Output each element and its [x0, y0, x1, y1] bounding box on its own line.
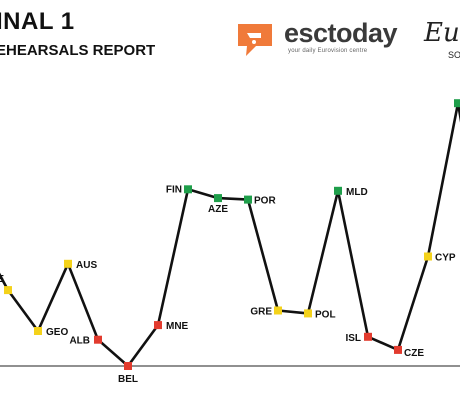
point-marker-mld: [334, 186, 342, 195]
point-label-mld: MLD: [346, 187, 368, 198]
point-label-cze: CZE: [404, 348, 424, 359]
eurovision-logo-subtext: SO: [448, 50, 460, 60]
chart-title: INAL 1: [0, 8, 75, 35]
point-marker-fin: [184, 185, 192, 194]
esctoday-logo: esctoday your daily Eurovision centre: [234, 18, 414, 60]
point-marker-gre: [274, 306, 282, 315]
point-marker-cze: [394, 345, 402, 354]
logo-tagline: your daily Eurovision centre: [288, 48, 368, 54]
point-label-isl: ISL: [345, 333, 361, 344]
point-label-swe: SWE: [0, 274, 4, 285]
point-marker-geo: [34, 327, 42, 335]
point-label-mne: MNE: [166, 321, 189, 332]
chart-subtitle: EHEARSALS REPORT: [0, 42, 156, 59]
point-label-cyp: CYP: [435, 253, 456, 264]
point-label-gre: GRE: [250, 307, 272, 318]
point-marker-swe: [4, 286, 12, 295]
point-label-aus: AUS: [76, 260, 97, 271]
point-marker-por: [244, 195, 252, 204]
point-marker-aze: [214, 194, 222, 203]
point-marker-isl: [364, 332, 372, 341]
point-label-geo: GEO: [46, 327, 68, 338]
point-marker-aus: [64, 259, 72, 268]
point-marker-cyp: [424, 252, 432, 261]
point-label-bel: BEL: [118, 374, 138, 385]
point-label-alb: ALB: [69, 336, 90, 347]
point-marker-mne: [154, 321, 162, 330]
eurovision-logo: Eur: [424, 18, 460, 48]
speech-bubble-logo-icon: [238, 24, 272, 56]
point-label-aze: AZE: [208, 204, 228, 215]
point-label-por: POR: [254, 196, 276, 207]
point-marker-pol: [304, 309, 312, 318]
logo-wordmark: esctoday: [284, 18, 398, 48]
series-line: [0, 101, 460, 368]
point-marker-arm: [454, 99, 460, 108]
point-marker-alb: [94, 335, 102, 344]
point-label-fin: FIN: [166, 184, 182, 195]
point-marker-bel: [124, 362, 132, 370]
point-label-pol: POL: [315, 309, 336, 320]
